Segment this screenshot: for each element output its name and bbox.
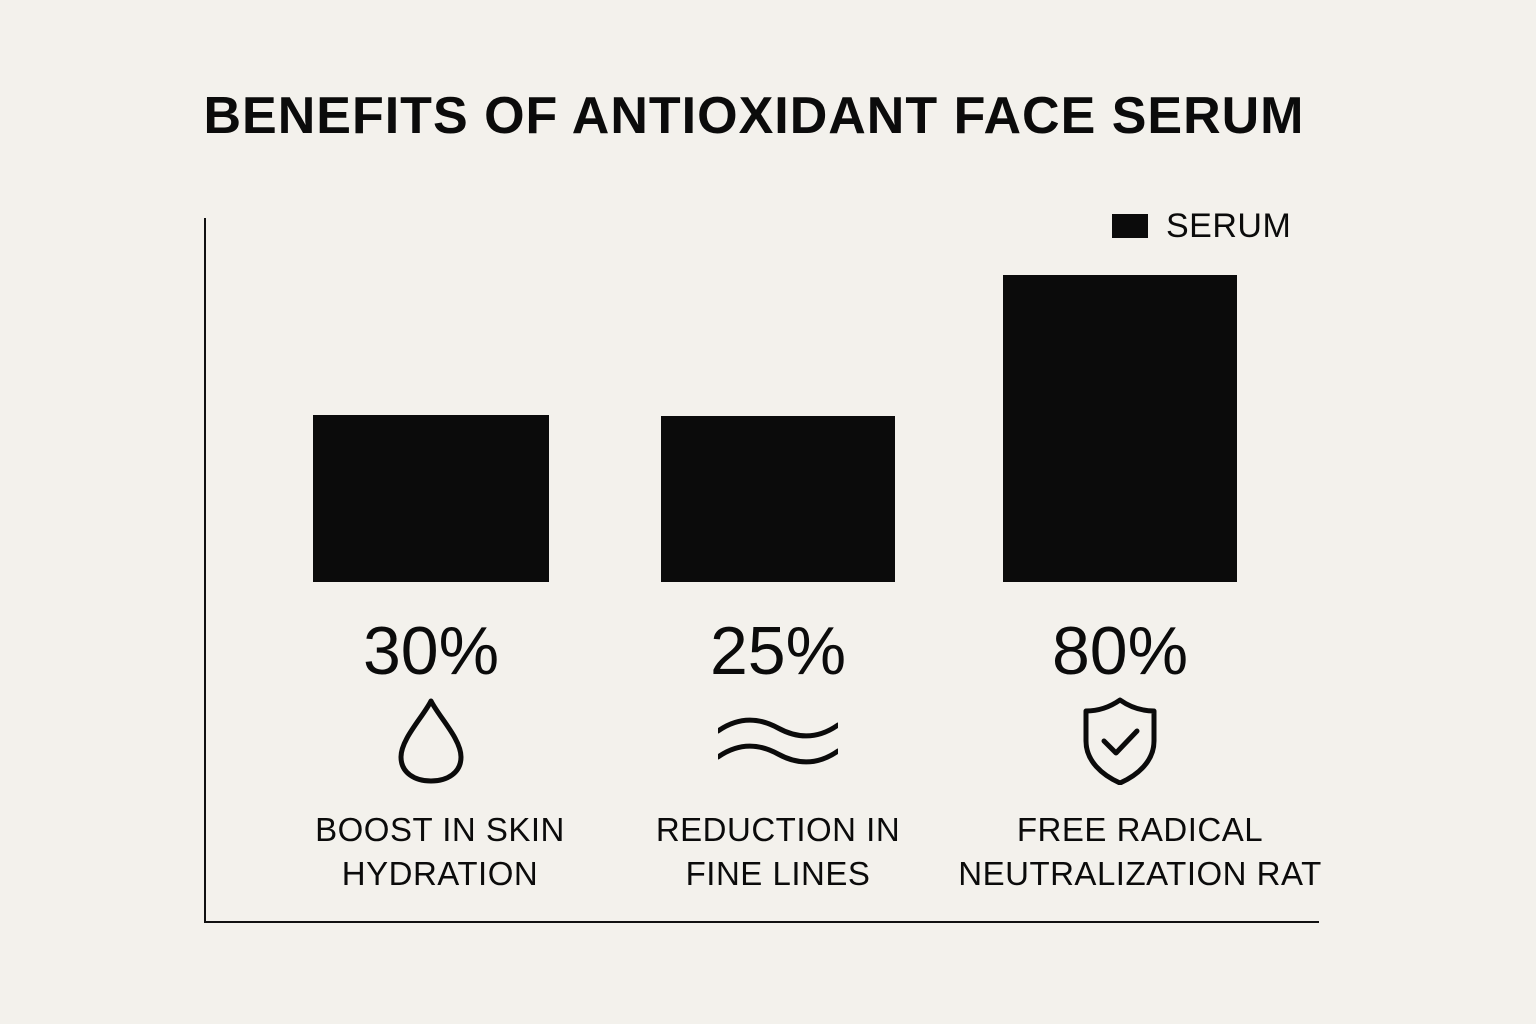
legend: SERUM [1112, 204, 1291, 248]
value-label-2: 80% [1051, 613, 1189, 689]
y-axis-line [204, 218, 206, 923]
category-label-2-line-2: NEUTRALIZATION RAT [958, 855, 1322, 892]
category-label-1-line-2: FINE LINES [685, 855, 871, 892]
shield-check-icon [1060, 695, 1180, 785]
legend-swatch-serum [1112, 214, 1148, 238]
chart-title: BENEFITS OF ANTIOXIDANT FACE SERUM [203, 87, 1305, 145]
value-label-0: 30% [362, 613, 500, 689]
legend-label-serum: SERUM [1166, 206, 1292, 245]
category-label-1: REDUCTION IN FINE LINES [588, 808, 968, 896]
bar-1 [661, 416, 895, 582]
category-label-0-line-2: HYDRATION [341, 855, 539, 892]
category-label-2-line-1: FREE RADICAL [1016, 811, 1264, 848]
x-axis-line [204, 921, 1319, 923]
category-label-2: FREE RADICAL NEUTRALIZATION RAT [950, 808, 1330, 896]
value-label-1: 25% [709, 613, 847, 689]
bar-2 [1003, 275, 1237, 582]
category-label-1-line-1: REDUCTION IN [655, 811, 901, 848]
bar-0 [313, 415, 549, 582]
water-drop-icon [371, 695, 491, 785]
wavy-lines-icon [718, 695, 838, 785]
category-label-0: BOOST IN SKIN HYDRATION [250, 808, 630, 896]
category-label-0-line-1: BOOST IN SKIN [315, 811, 565, 848]
